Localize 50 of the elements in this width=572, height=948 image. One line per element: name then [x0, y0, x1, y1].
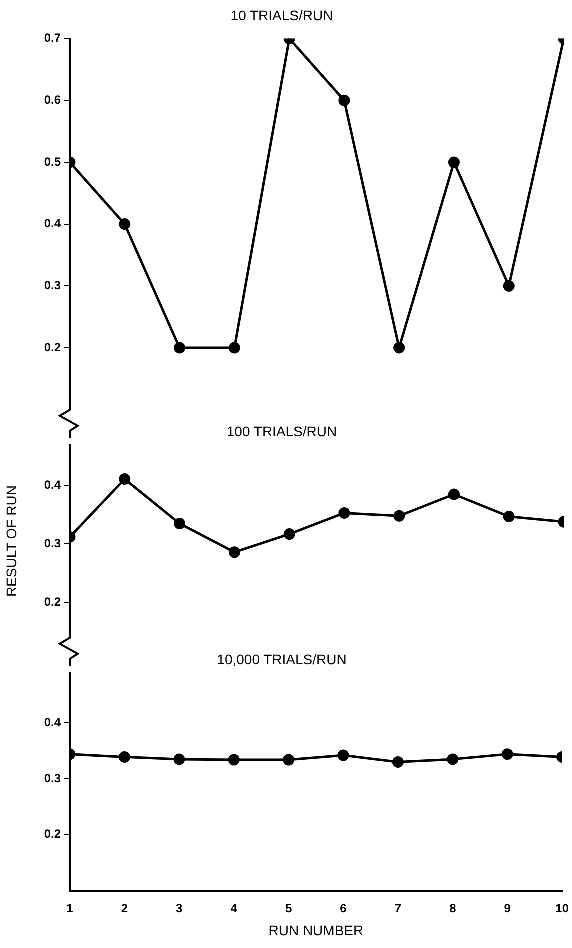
y-tick-label: 0.7 — [44, 31, 62, 46]
x-tick-label: 10 — [556, 901, 570, 916]
point — [338, 94, 350, 106]
point — [119, 218, 131, 230]
y-tick-label: 0.2 — [44, 595, 62, 610]
point — [228, 546, 240, 558]
point — [284, 528, 296, 540]
x-tick-label: 1 — [66, 901, 74, 916]
y-tick-label: 0.6 — [44, 92, 62, 107]
y-axis-title: RESULT OF RUN — [3, 486, 20, 598]
chart-title: 10,000 TRIALS/RUN — [217, 651, 347, 668]
y-tick-label: 0.2 — [44, 827, 62, 842]
x-tick-label: 9 — [504, 901, 512, 916]
point — [283, 754, 295, 766]
x-tick-label: 5 — [285, 901, 292, 916]
x-tick-label: 3 — [176, 901, 184, 916]
x-tick-label: 7 — [394, 901, 402, 916]
point — [228, 754, 240, 766]
point — [394, 510, 406, 522]
y-tick-label: 0.4 — [44, 715, 62, 730]
chart-title: 100 TRIALS/RUN — [226, 423, 338, 440]
point — [448, 488, 460, 500]
point — [502, 748, 514, 760]
y-tick-label: 0.3 — [44, 771, 62, 786]
x-tick-label: 6 — [340, 901, 348, 916]
point — [394, 342, 406, 354]
point — [174, 754, 186, 766]
point — [503, 510, 515, 522]
point — [119, 474, 131, 486]
point — [392, 756, 404, 768]
y-tick-label: 0.4 — [44, 478, 62, 492]
x-tick-label: 2 — [121, 901, 128, 916]
point — [338, 750, 350, 762]
point — [228, 342, 240, 354]
point — [503, 280, 515, 292]
point — [174, 342, 186, 354]
point — [174, 518, 186, 530]
point — [118, 751, 130, 763]
point — [448, 156, 460, 168]
x-tick-label: 8 — [450, 901, 457, 916]
x-axis-title: RUN NUMBER — [268, 922, 364, 938]
x-tick-label: 4 — [230, 901, 238, 916]
y-tick-label: 0.3 — [44, 278, 62, 292]
y-tick-label: 0.5 — [44, 154, 62, 169]
y-tick-label: 0.3 — [44, 536, 62, 551]
point — [447, 754, 459, 766]
chart-title: 10 TRIALS/RUN — [230, 7, 334, 24]
point — [338, 507, 350, 519]
y-tick-label: 0.2 — [44, 340, 62, 354]
y-tick-label: 0.4 — [44, 216, 62, 231]
